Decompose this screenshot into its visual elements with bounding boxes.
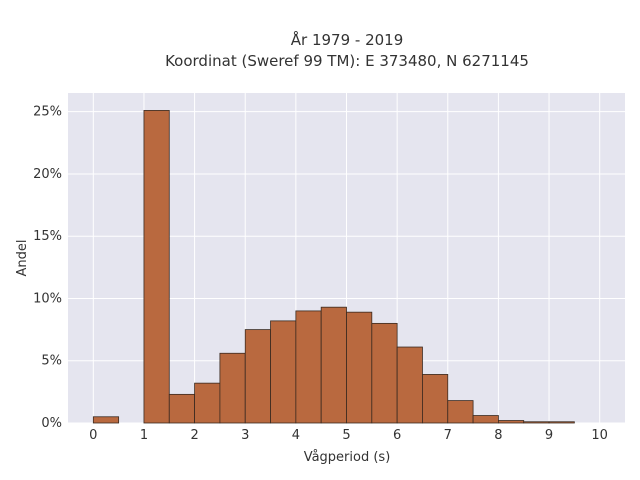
histogram-bar [447, 400, 474, 424]
x-tick-label: 3 [241, 428, 249, 443]
histogram-bar [270, 320, 297, 424]
histogram-bar [168, 393, 195, 424]
histogram-bar [320, 306, 347, 424]
chart-title-line-1: År 1979 - 2019 [291, 30, 404, 49]
y-tick-label: 15% [33, 229, 62, 244]
histogram-bar [472, 415, 499, 424]
y-tick-label: 0% [41, 416, 62, 431]
x-tick-label: 8 [494, 428, 502, 443]
histogram-bar [244, 329, 271, 424]
x-tick-label: 5 [342, 428, 350, 443]
x-axis-ticks: 0 1 2 3 4 5 6 7 8 9 10 [89, 428, 608, 443]
histogram-bar [143, 110, 170, 424]
histogram-bar [523, 421, 550, 424]
chart-title-line-2: Koordinat (Sweref 99 TM): E 373480, N 62… [165, 52, 529, 70]
histogram-bar [548, 421, 575, 424]
bars [92, 110, 575, 424]
x-tick-label: 0 [89, 428, 97, 443]
y-tick-label: 10% [33, 291, 62, 306]
histogram-bar [346, 311, 373, 424]
histogram-bar [396, 346, 423, 424]
x-tick-label: 9 [545, 428, 553, 443]
histogram-bar [422, 374, 449, 424]
x-tick-label: 4 [292, 428, 300, 443]
x-tick-label: 6 [393, 428, 401, 443]
y-axis-ticks: 0% 5% 10% 15% 20% 25% [33, 105, 62, 431]
x-axis-title: Vågperiod (s) [304, 450, 391, 465]
y-axis-title: Andel [15, 240, 30, 277]
x-tick-label: 10 [591, 428, 608, 443]
histogram-bar [498, 420, 525, 424]
histogram-bar [194, 382, 221, 424]
y-tick-label: 20% [33, 167, 62, 182]
histogram-bar [219, 352, 246, 424]
histogram-bar [92, 416, 120, 424]
y-tick-label: 5% [41, 354, 62, 369]
x-tick-label: 1 [140, 428, 148, 443]
y-tick-label: 25% [33, 105, 62, 120]
histogram-bar [295, 310, 322, 424]
x-tick-label: 2 [190, 428, 198, 443]
x-tick-label: 7 [444, 428, 452, 443]
histogram-bar [371, 322, 398, 424]
